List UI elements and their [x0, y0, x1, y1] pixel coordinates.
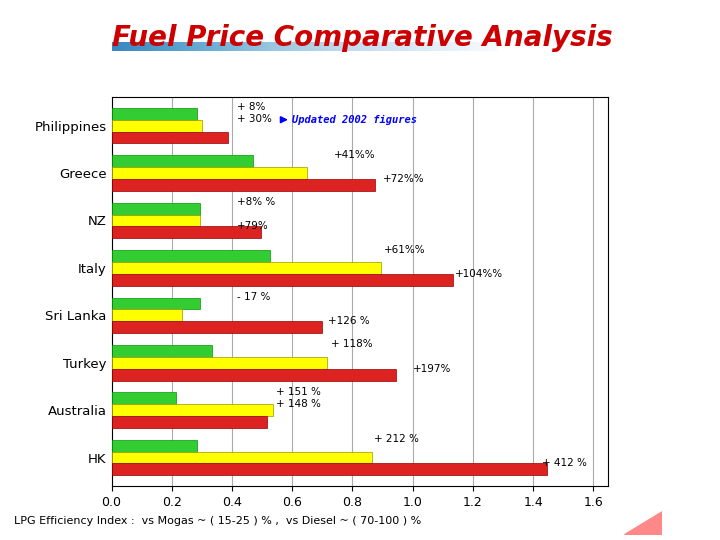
Text: + 212 %: + 212 % — [374, 434, 418, 444]
Text: + 151 %: + 151 % — [276, 387, 320, 397]
Text: LPG Efficiency Index :  vs Mogas ~ ( 15-25 ) % ,  vs Diesel ~ ( 70-100 ) %: LPG Efficiency Index : vs Mogas ~ ( 15-2… — [14, 516, 422, 526]
Text: +197%: +197% — [413, 363, 451, 374]
Text: - 17 %: - 17 % — [237, 292, 270, 302]
Bar — [112, 179, 375, 191]
Bar — [112, 463, 546, 475]
Bar — [112, 369, 396, 381]
Bar — [112, 345, 212, 357]
Bar — [112, 321, 323, 333]
Text: +126 %: +126 % — [328, 316, 370, 326]
Text: + 30%: + 30% — [237, 114, 271, 124]
Bar — [112, 393, 176, 404]
Bar — [112, 440, 197, 451]
Bar — [112, 108, 197, 120]
Bar — [112, 274, 454, 286]
Polygon shape — [625, 512, 662, 535]
Bar — [112, 214, 200, 226]
Bar — [112, 156, 253, 167]
Text: +104%%: +104%% — [455, 269, 503, 279]
Bar — [112, 357, 327, 369]
Bar — [112, 309, 182, 321]
Bar — [112, 202, 200, 214]
Text: +72%%: +72%% — [382, 174, 424, 184]
Bar — [112, 120, 202, 132]
Text: +41%%: +41%% — [334, 150, 376, 160]
Text: + 148 %: + 148 % — [276, 399, 320, 409]
Bar — [112, 250, 270, 262]
Bar — [112, 226, 261, 238]
Text: + 8%: + 8% — [237, 103, 265, 112]
Text: + 118%: + 118% — [331, 340, 373, 349]
Bar — [112, 404, 273, 416]
Text: Fuel Price Comparative Analysis: Fuel Price Comparative Analysis — [112, 24, 612, 52]
Bar — [112, 167, 307, 179]
Bar — [112, 132, 228, 144]
Text: +8% %: +8% % — [237, 197, 275, 207]
Text: Updated 2002 figures: Updated 2002 figures — [292, 114, 418, 125]
Bar — [112, 416, 266, 428]
Bar — [112, 262, 381, 274]
Bar — [112, 298, 200, 309]
Text: +61%%: +61%% — [384, 245, 426, 255]
Text: + 412 %: + 412 % — [542, 458, 587, 469]
Bar — [112, 451, 372, 463]
Text: +79%: +79% — [237, 221, 269, 232]
